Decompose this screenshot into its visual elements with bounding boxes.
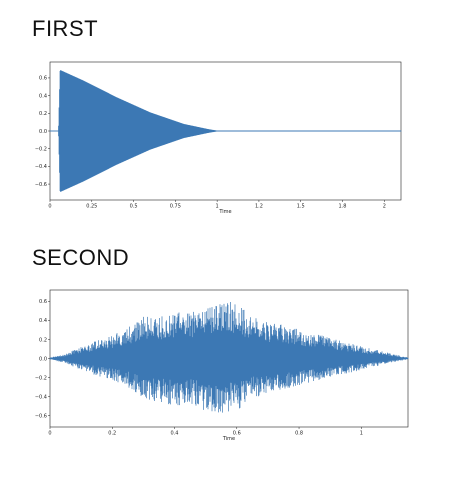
y-tick-label: 0.6 bbox=[39, 76, 47, 82]
y-tick-label: 0.2 bbox=[39, 111, 47, 117]
y-tick-label: 0.4 bbox=[39, 318, 47, 324]
x-axis-label: Time bbox=[222, 436, 235, 442]
x-tick-label: 0.8 bbox=[295, 431, 303, 437]
y-tick-label: −0.2 bbox=[35, 375, 47, 381]
y-tick-label: 0.0 bbox=[39, 129, 47, 135]
x-tick-label: 0.75 bbox=[170, 204, 181, 210]
chart-title-second: SECOND bbox=[32, 245, 130, 270]
x-tick-label: 0.25 bbox=[86, 204, 97, 210]
y-tick-label: −0.4 bbox=[35, 394, 47, 400]
x-tick-label: 0 bbox=[48, 431, 51, 437]
y-tick-label: −0.4 bbox=[35, 164, 47, 170]
x-tick-label: 1.8 bbox=[339, 204, 347, 210]
y-tick-label: 0.6 bbox=[39, 299, 47, 305]
x-tick-label: 0.4 bbox=[171, 431, 179, 437]
x-tick-label: 0.6 bbox=[233, 431, 241, 437]
x-tick-label: 2 bbox=[383, 204, 386, 210]
y-tick-label: 0.2 bbox=[39, 337, 47, 343]
y-tick-label: −0.6 bbox=[35, 413, 47, 419]
y-tick-label: −0.2 bbox=[35, 146, 47, 152]
x-tick-label: 1 bbox=[360, 431, 363, 437]
x-tick-label: 0.5 bbox=[130, 204, 138, 210]
waveform-chart-second: 0 0.2 0.4 0.6 0.8 1−0.6−0.4−0.20.00.20.40.6Ti… bbox=[35, 289, 409, 442]
x-tick-label: 0 bbox=[48, 204, 51, 210]
y-tick-label: −0.6 bbox=[35, 182, 47, 188]
waveform-chart-first: 0 0.25 0.5 0.75 1 1.2 1.5 1.8 2 −0.6 −0.4 −0.2 0.0 0.… bbox=[35, 61, 402, 215]
waveform-series bbox=[49, 70, 402, 192]
x-tick-label: 0.2 bbox=[108, 431, 116, 437]
x-tick-label: 1 bbox=[216, 204, 219, 210]
y-tick-label: 0.4 bbox=[39, 93, 47, 99]
x-axis-label: Time bbox=[218, 209, 231, 215]
y-tick-label: 0.0 bbox=[39, 356, 47, 362]
x-tick-label: 1.5 bbox=[297, 204, 305, 210]
x-tick-label: 1.2 bbox=[255, 204, 263, 210]
waveform-series bbox=[49, 302, 409, 413]
chart-title-first: FIRST bbox=[32, 16, 99, 41]
